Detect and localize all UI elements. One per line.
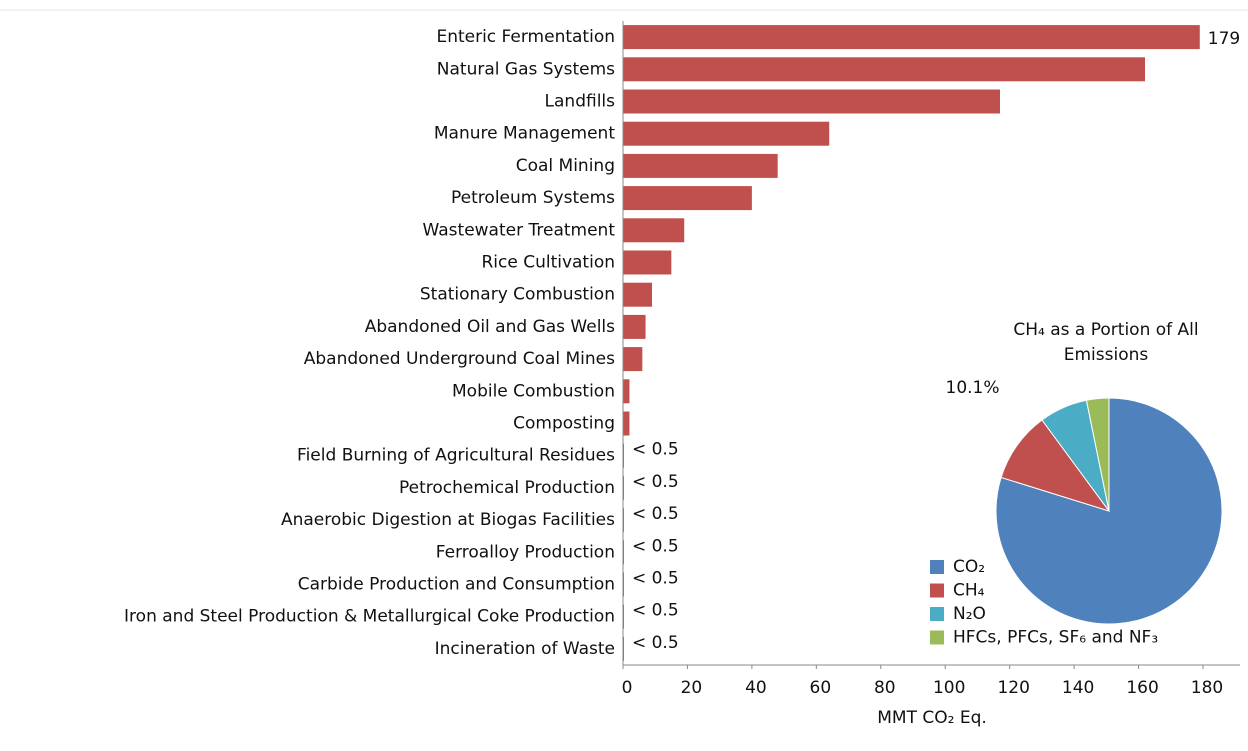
category-label: Enteric Fermentation	[436, 27, 615, 47]
pie-value-label: 10.1%	[946, 378, 1000, 398]
x-tick-label: 20	[681, 678, 703, 698]
x-axis-title: MMT CO₂ Eq.	[877, 708, 987, 728]
bar	[623, 250, 672, 275]
value-label: < 0.5	[632, 569, 679, 589]
bar	[623, 411, 630, 436]
category-label: Incineration of Waste	[435, 639, 615, 659]
x-tick-label: 40	[745, 678, 767, 698]
x-tick-label: 160	[1126, 678, 1158, 698]
value-label: < 0.5	[632, 536, 679, 556]
category-label: Landfills	[545, 92, 616, 112]
legend-label: HFCs, PFCs, SF₆ and NF₃	[953, 628, 1158, 648]
x-tick-label: 180	[1191, 678, 1223, 698]
category-label: Stationary Combustion	[420, 285, 615, 305]
x-tick-label: 120	[997, 678, 1029, 698]
bar	[623, 282, 652, 307]
category-label: Petroleum Systems	[451, 188, 615, 208]
category-label: Iron and Steel Production & Metallurgica…	[124, 607, 615, 627]
category-label: Rice Cultivation	[481, 253, 615, 273]
legend-swatch	[930, 583, 944, 598]
value-label: < 0.5	[632, 601, 679, 621]
bar	[623, 379, 630, 404]
category-label: Manure Management	[434, 124, 615, 144]
bar	[623, 186, 752, 211]
x-tick-label: 80	[874, 678, 896, 698]
x-tick-label: 100	[933, 678, 965, 698]
legend-label: N₂O	[953, 604, 986, 624]
category-label: Carbide Production and Consumption	[298, 575, 615, 595]
bar	[623, 25, 1200, 50]
category-label: Coal Mining	[516, 156, 615, 176]
category-label: Petrochemical Production	[399, 478, 615, 498]
legend-label: CH₄	[953, 581, 985, 601]
category-label: Abandoned Underground Coal Mines	[304, 349, 615, 369]
pie-slice	[1085, 397, 1110, 512]
value-label: < 0.5	[632, 504, 679, 524]
bar	[623, 57, 1145, 82]
bar	[623, 347, 643, 372]
legend-swatch	[930, 607, 944, 621]
bar	[623, 89, 1000, 114]
value-label: < 0.5	[632, 472, 679, 492]
category-label: Wastewater Treatment	[423, 220, 616, 240]
legend-swatch	[930, 630, 944, 645]
pie-title: CH₄ as a Portion of All Emissions	[1013, 320, 1199, 365]
x-tick-label: 140	[1062, 678, 1094, 698]
bar	[623, 218, 685, 243]
category-label: Abandoned Oil and Gas Wells	[365, 317, 615, 337]
legend-swatch	[930, 560, 944, 574]
x-tick-label: 0	[622, 678, 633, 698]
category-label: Ferroalloy Production	[436, 542, 615, 562]
bar	[623, 314, 646, 339]
value-label: < 0.5	[632, 633, 679, 653]
bar	[623, 153, 778, 178]
category-label: Natural Gas Systems	[437, 59, 615, 79]
category-label: Mobile Combustion	[452, 381, 615, 401]
category-label: Anaerobic Digestion at Biogas Facilities	[281, 510, 615, 530]
value-label: < 0.5	[632, 440, 679, 460]
value-label: 179	[1208, 29, 1240, 49]
category-label: Field Burning of Agricultural Residues	[297, 446, 615, 466]
bar	[623, 121, 830, 146]
legend-label: CO₂	[953, 557, 985, 577]
category-label: Composting	[513, 414, 615, 434]
pie-slice	[1000, 419, 1111, 512]
x-tick-label: 60	[810, 678, 832, 698]
